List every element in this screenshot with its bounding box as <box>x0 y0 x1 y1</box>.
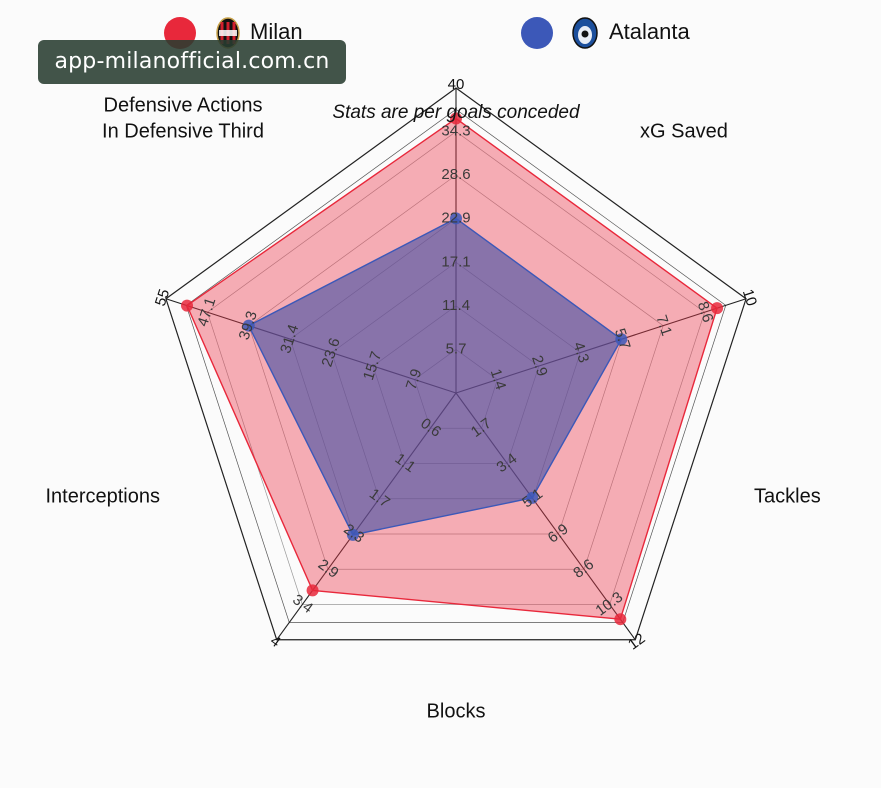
grid-outer-ring <box>165 87 747 641</box>
axis-max-label: 12 <box>625 630 648 654</box>
tick-label: 28.6 <box>441 166 470 183</box>
tick-label: 34.3 <box>441 123 470 140</box>
legend-label: Atalanta <box>609 19 690 44</box>
chart-subtitle: Stats are per goals conceded <box>332 102 581 123</box>
tick-label: 5.7 <box>446 340 467 357</box>
data-point <box>306 584 319 597</box>
tick-label: 4.3 <box>570 340 593 365</box>
grid-ring-5 <box>248 174 664 570</box>
axis-max-label: 55 <box>152 287 173 308</box>
tick-label: 1.4 <box>487 367 510 392</box>
tick-label: 7.1 <box>652 313 675 338</box>
watermark: app-milanofficial.com.cn <box>38 40 346 84</box>
data-point <box>711 302 724 315</box>
legend-swatch <box>521 17 553 49</box>
crest-band <box>219 30 237 36</box>
data-point <box>242 319 255 332</box>
data-point <box>614 613 627 626</box>
tick-label: 11.4 <box>442 297 470 314</box>
data-point <box>346 528 359 541</box>
atalanta-crest-icon <box>572 17 598 49</box>
series-area-atalanta <box>248 217 623 536</box>
axis-label: Tackles <box>754 485 821 507</box>
legend-item-atalanta: Atalanta <box>521 17 690 49</box>
legend-label: Milan <box>250 19 303 44</box>
tick-label: 5.7 <box>611 326 634 351</box>
crest-figure <box>581 30 589 38</box>
axis-label: xG Saved <box>640 120 728 142</box>
axis-label: In Defensive Third <box>102 120 264 142</box>
data-point <box>615 333 628 346</box>
grid-inner-frame <box>185 108 727 623</box>
tick-label: 17.1 <box>441 253 470 270</box>
axis-max-label: 4 <box>267 632 284 651</box>
axis-max-label: 40 <box>448 76 465 93</box>
tick-label: 7.9 <box>403 367 426 392</box>
axis-max-label: 10 <box>739 287 760 308</box>
axis-label: Blocks <box>427 700 486 722</box>
data-point <box>526 491 539 504</box>
data-point <box>181 299 194 312</box>
tick-label: 2.9 <box>528 353 551 378</box>
tick-label: 8.6 <box>694 300 717 325</box>
data-point <box>450 112 462 125</box>
axis-label: Defensive Actions <box>104 94 263 116</box>
data-point <box>450 212 462 225</box>
axis-label: Interceptions <box>45 485 160 507</box>
tick-label: 22.9 <box>441 210 470 227</box>
